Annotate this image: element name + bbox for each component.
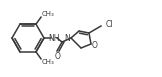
Text: N: N — [64, 33, 70, 43]
Text: O: O — [55, 52, 61, 61]
Text: Cl: Cl — [106, 19, 114, 28]
Text: CH₃: CH₃ — [42, 11, 55, 17]
Text: NH: NH — [48, 33, 60, 43]
Text: O: O — [92, 41, 98, 50]
Text: CH₃: CH₃ — [42, 59, 55, 65]
